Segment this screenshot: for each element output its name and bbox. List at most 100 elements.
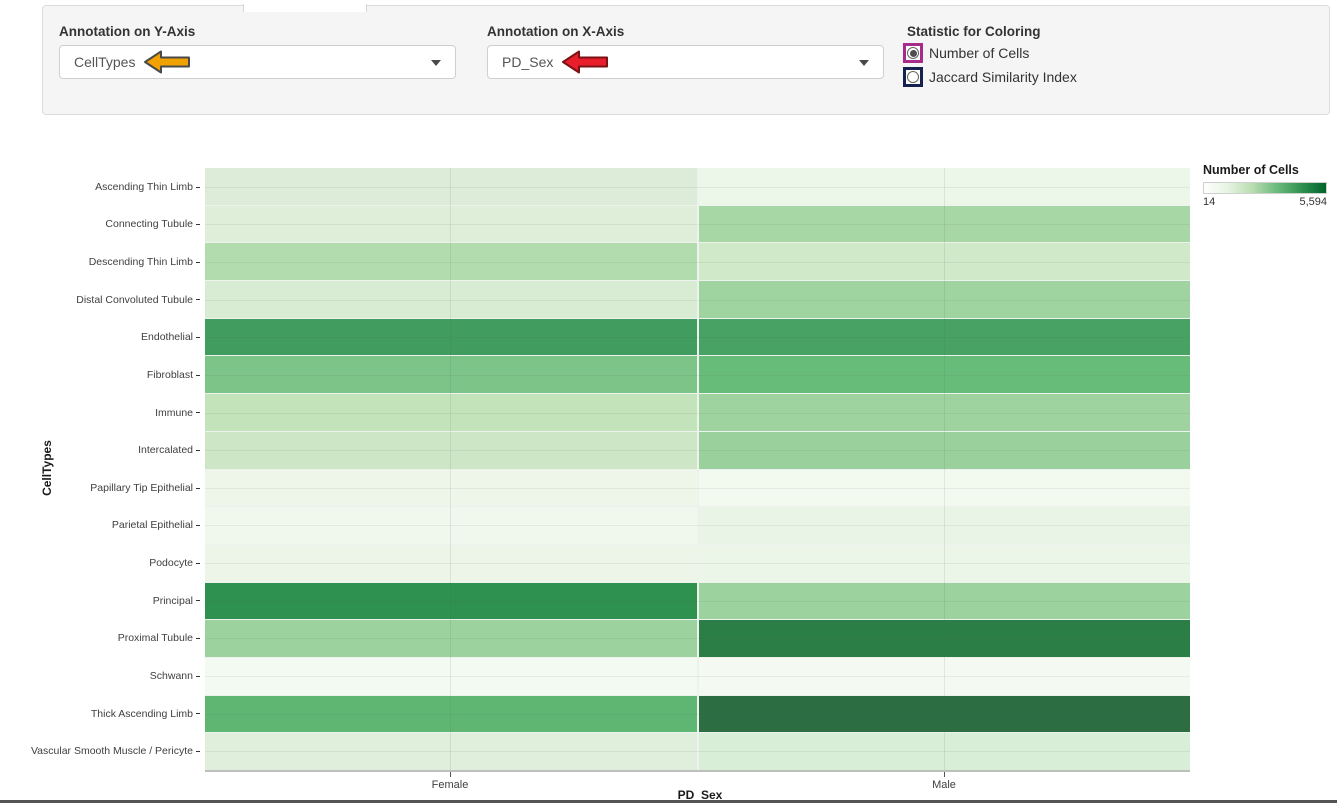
heatmap-plot — [205, 168, 1190, 770]
y-axis-label: Distal Convoluted Tubule — [76, 294, 200, 306]
legend-gradient-bar — [1203, 182, 1327, 194]
heatmap-cell-male-row15[interactable] — [698, 695, 1190, 733]
heatmap-cell-male-row13[interactable] — [698, 620, 1190, 657]
heatmap-cell-female-row5[interactable] — [205, 318, 697, 356]
heatmap-cell-male-row9[interactable] — [698, 469, 1190, 507]
y-axis-tick — [196, 713, 200, 715]
color-legend: Number of Cells 14 5,594 — [1203, 163, 1327, 208]
radio-option-jaccard-similarity[interactable]: Jaccard Similarity Index — [903, 67, 1077, 87]
y-axis-dropdown[interactable]: CellTypes — [59, 45, 456, 79]
heatmap-cell-female-row15[interactable] — [205, 695, 697, 733]
heatmap-cell-female-row13[interactable] — [205, 620, 697, 657]
y-axis-tick — [196, 299, 200, 301]
heatmap-cell-female-row11[interactable] — [205, 544, 697, 582]
heatmap-cell-male-row8[interactable] — [698, 431, 1190, 469]
heatmap-cell-female-row6[interactable] — [205, 356, 697, 394]
legend-max-value: 5,594 — [1299, 196, 1327, 208]
heatmap-cell-male-row10[interactable] — [698, 507, 1190, 544]
y-axis-label: Thick Ascending Limb — [91, 708, 200, 720]
y-axis-label: Schwann — [150, 670, 200, 682]
page-bottom-divider — [0, 800, 1337, 803]
heatmap-cell-male-row12[interactable] — [698, 582, 1190, 620]
y-axis-tick — [196, 224, 200, 226]
chevron-down-icon — [431, 60, 441, 66]
radio-button-unselected-icon[interactable] — [907, 71, 919, 83]
heatmap-cell-female-row7[interactable] — [205, 394, 697, 431]
x-axis-title: PD_Sex — [677, 788, 723, 802]
y-axis-label: Vascular Smooth Muscle / Pericyte — [31, 745, 200, 757]
radio-label: Jaccard Similarity Index — [929, 69, 1077, 85]
radio-highlight-box — [903, 43, 923, 63]
y-axis-tick — [196, 449, 200, 451]
legend-title: Number of Cells — [1203, 163, 1299, 177]
y-axis-tick — [196, 186, 200, 188]
y-axis-tick — [196, 261, 200, 263]
y-axis-tick — [196, 525, 200, 527]
y-axis-tick — [196, 412, 200, 414]
heatmap-cell-female-row10[interactable] — [205, 507, 697, 544]
orange-left-arrow-icon — [144, 50, 191, 74]
y-axis-label: Connecting Tubule — [105, 218, 200, 230]
x-axis-control-label: Annotation on X-Axis — [487, 24, 625, 39]
heatmap-cell-male-row1[interactable] — [698, 168, 1190, 205]
heatmap-cell-male-row6[interactable] — [698, 356, 1190, 394]
y-axis-control-label: Annotation on Y-Axis — [59, 24, 196, 39]
x-axis-label-male: Male — [932, 779, 956, 791]
heatmap-cell-female-row16[interactable] — [205, 733, 697, 770]
y-axis-label: Fibroblast — [147, 369, 200, 381]
y-axis-label: Intercalated — [138, 444, 200, 456]
heatmap-cell-female-row1[interactable] — [205, 168, 697, 205]
x-axis-dropdown[interactable]: PD_Sex — [487, 45, 884, 79]
y-axis-label: Immune — [155, 407, 200, 419]
y-axis-label: Podocyte — [149, 557, 200, 569]
heatmap-cell-female-row8[interactable] — [205, 431, 697, 469]
y-axis-tick — [196, 638, 200, 640]
statistic-group-label: Statistic for Coloring — [907, 24, 1041, 39]
y-axis-label: Parietal Epithelial — [112, 519, 200, 531]
controls-panel: Annotation on Y-Axis CellTypes Annotatio… — [42, 4, 1330, 115]
y-axis-tick — [196, 750, 200, 752]
y-axis-title: CellTypes — [40, 440, 54, 496]
heatmap-cell-male-row5[interactable] — [698, 318, 1190, 356]
y-axis-label: Endothelial — [141, 331, 200, 343]
x-axis-line — [205, 770, 1190, 772]
heatmap-cell-female-row4[interactable] — [205, 281, 697, 318]
red-left-arrow-icon — [562, 50, 609, 74]
y-axis-tick — [196, 600, 200, 602]
y-axis-dropdown-value: CellTypes — [74, 54, 136, 70]
radio-option-number-of-cells[interactable]: Number of Cells — [903, 43, 1029, 63]
y-axis-label: Papillary Tip Epithelial — [90, 482, 200, 494]
legend-min-value: 14 — [1203, 196, 1216, 208]
x-axis-tick — [450, 772, 451, 777]
heatmap-cell-male-row11[interactable] — [698, 544, 1190, 582]
heatmap-cell-male-row16[interactable] — [698, 733, 1190, 770]
heatmap-cell-female-row14[interactable] — [205, 657, 697, 695]
radio-highlight-box — [903, 67, 923, 87]
heatmap-cell-male-row2[interactable] — [698, 205, 1190, 243]
y-axis-tick — [196, 374, 200, 376]
radio-button-selected-icon[interactable] — [907, 47, 919, 59]
y-axis-label: Proximal Tubule — [118, 632, 200, 644]
heatmap-cell-female-row2[interactable] — [205, 205, 697, 243]
radio-label: Number of Cells — [929, 45, 1030, 61]
heatmap-grid — [205, 168, 1190, 770]
heatmap-cell-male-row14[interactable] — [698, 657, 1190, 695]
x-axis-tick — [944, 772, 945, 777]
heatmap-cell-female-row9[interactable] — [205, 469, 697, 507]
active-tab-notch[interactable] — [243, 4, 367, 12]
y-axis-label: Descending Thin Limb — [89, 256, 200, 268]
y-axis-label: Principal — [153, 595, 200, 607]
y-axis-tick — [196, 487, 200, 489]
y-axis-label: Ascending Thin Limb — [95, 181, 200, 193]
x-axis-label-female: Female — [431, 779, 469, 791]
heatmap-cell-male-row4[interactable] — [698, 281, 1190, 318]
y-axis-tick — [196, 675, 200, 677]
heatmap-cell-male-row7[interactable] — [698, 394, 1190, 431]
chevron-down-icon — [859, 60, 869, 66]
y-axis-tick — [196, 337, 200, 339]
heatmap-cell-male-row3[interactable] — [698, 243, 1190, 281]
heatmap-cell-female-row12[interactable] — [205, 582, 697, 620]
y-axis-tick — [196, 562, 200, 564]
heatmap-cell-female-row3[interactable] — [205, 243, 697, 281]
